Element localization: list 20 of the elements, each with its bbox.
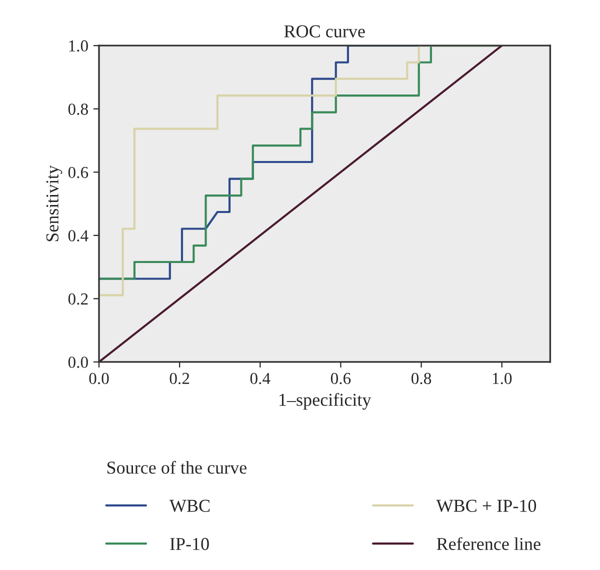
- legend-title: Source of the curve: [107, 460, 246, 474]
- legend-label: IP-10: [170, 538, 209, 550]
- x-tick-label: 1.0: [492, 372, 512, 384]
- y-tick-label: 0.0: [68, 356, 88, 368]
- x-tick-label: 0.4: [250, 372, 270, 384]
- legend-label: WBC + IP-10: [436, 500, 536, 512]
- y-tick-label: 0.4: [68, 230, 88, 242]
- legend-label: Reference line: [436, 537, 540, 550]
- x-tick-label: 0.2: [170, 372, 190, 384]
- y-tick-label: 0.8: [68, 104, 88, 115]
- x-tick-label: 0.6: [330, 372, 351, 384]
- x-tick-label: 0.8: [412, 372, 432, 384]
- x-axis-title: 1–specificity: [280, 393, 372, 410]
- y-tick-label: 1.0: [69, 40, 88, 52]
- chart-title: ROC curve: [284, 25, 365, 38]
- x-tick-label: 0.0: [89, 372, 109, 384]
- legend-label: WBC: [169, 500, 210, 512]
- y-tick-label: 0.6: [68, 166, 88, 178]
- y-tick-label: 0.2: [68, 293, 88, 305]
- y-axis-title: Sensitivity: [46, 165, 62, 242]
